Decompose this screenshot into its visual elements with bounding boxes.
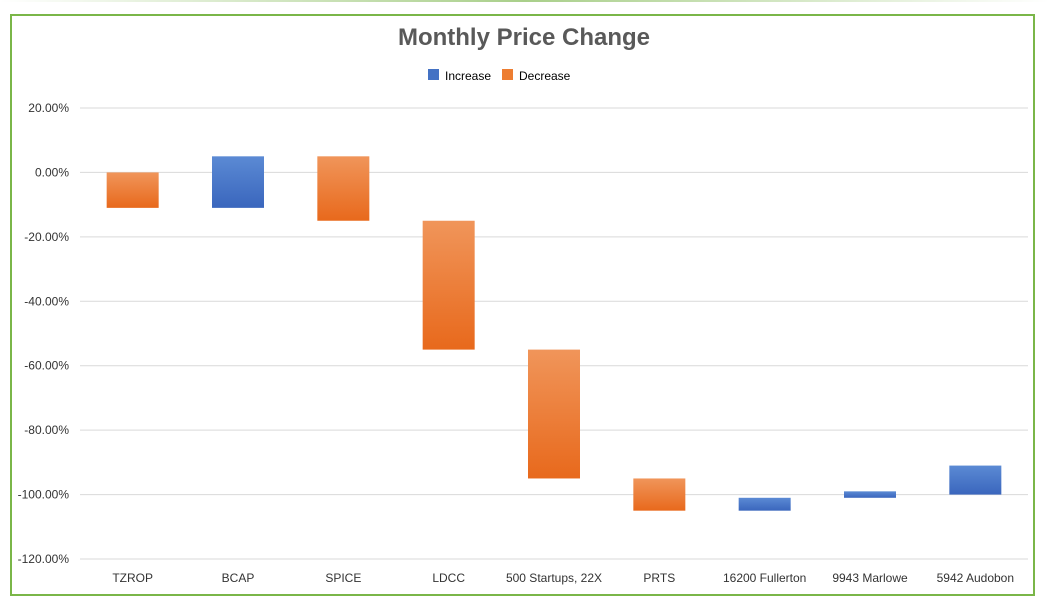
chart-frame [10,14,1035,596]
y-axis-ticks: 20.00% 0.00% -20.00% -40.00% -60.00% -80.00% -… [18,101,70,566]
y-tick-label: -80.00% [24,423,69,437]
x-tick-label: 500 Startups, 22X [506,571,602,585]
legend-label-increase: Increase [445,69,491,83]
x-tick-label: PRTS [643,571,675,585]
bar-decrease [106,172,159,208]
y-tick-label: -120.00% [18,552,70,566]
y-tick-label: -60.00% [24,359,69,373]
bar-decrease [528,349,580,479]
bar-decrease [633,478,686,511]
bar-increase [844,491,896,498]
y-tick-label: -20.00% [24,230,69,244]
chart-title: Monthly Price Change [398,24,650,51]
x-tick-label: 16200 Fullerton [723,571,806,585]
bars [106,156,1002,511]
y-tick-label: -40.00% [24,294,69,308]
x-axis-ticks: TZROP BCAP SPICE LDCC 500 Startups, 22X PRTS 1… [112,571,1014,585]
legend-label-decrease: Decrease [519,69,571,83]
x-tick-label: BCAP [222,571,255,585]
top-accent-line [0,0,1049,2]
y-tick-label: 0.00% [35,165,69,179]
x-tick-label: 9943 Marlowe [832,571,908,585]
bar-decrease [422,220,475,350]
x-tick-label: 5942 Audobon [937,571,1014,585]
x-tick-label: TZROP [112,571,153,585]
y-tick-label: -100.00% [18,488,70,502]
legend-swatch-increase [428,69,439,80]
y-tick-label: 20.00% [28,101,69,115]
bar-decrease [317,156,370,221]
bar-increase [738,497,791,511]
x-tick-label: SPICE [325,571,361,585]
legend: Increase Decrease [428,69,571,83]
bar-increase [949,465,1002,495]
bar-increase [212,156,264,208]
legend-swatch-decrease [502,69,513,80]
x-tick-label: LDCC [432,571,465,585]
